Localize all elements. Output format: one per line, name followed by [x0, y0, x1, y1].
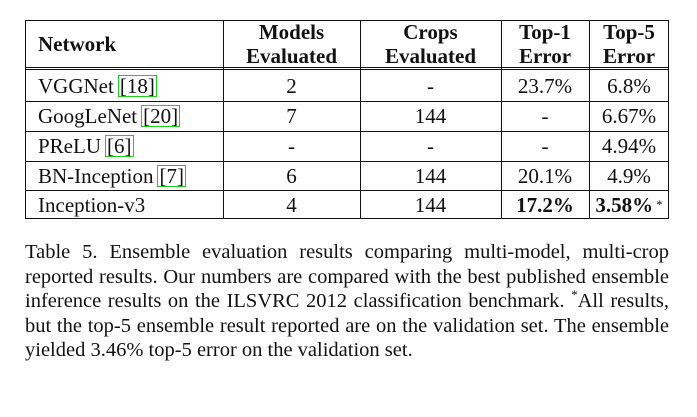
table-cell-crops: 144	[414, 192, 447, 217]
table-cell-top1: 23.7%	[517, 73, 573, 98]
citation-link[interactable]: [6]	[105, 134, 134, 158]
header-models-line2: Evaluated	[245, 44, 337, 68]
header-crops-line2: Evaluated	[384, 44, 476, 68]
table-cell-crops: 144	[414, 163, 447, 188]
column-divider	[501, 21, 502, 218]
network-name: VGGNet	[38, 73, 114, 98]
table-row-network: Inception-v3	[26, 190, 223, 220]
network-name: Inception-v3	[38, 192, 146, 217]
network-name: BN-Inception	[38, 163, 154, 188]
table-cell-crops: -	[427, 73, 434, 98]
table-cell-top5: 6.67%	[601, 103, 657, 128]
table-row-network: PReLU [6]	[26, 131, 223, 161]
table-cell-models: 6	[286, 163, 297, 188]
table-caption: Table 5. Ensemble evaluation results com…	[25, 240, 669, 363]
caption-text-part2: All results, but the top-5 ensemble resu…	[25, 290, 670, 361]
citation-link[interactable]: [20]	[141, 104, 181, 128]
row-divider	[26, 161, 668, 162]
header-top5: Top-5 Error	[589, 20, 669, 68]
table-row-network: VGGNet [18]	[26, 71, 223, 101]
column-divider	[589, 21, 590, 218]
top5-best-value: 3.58%	[595, 192, 654, 217]
column-divider	[360, 21, 361, 218]
table-cell-top5: 4.9%	[607, 163, 651, 188]
table-cell-top5: 4.94%	[601, 133, 657, 158]
results-table: Network Models Evaluated Crops Evaluated…	[25, 20, 669, 219]
table-cell-top1: 17.2%	[516, 192, 574, 217]
caption-label: Table 5.	[25, 241, 98, 263]
table-cell-top5: 6.8%	[607, 73, 651, 98]
network-name: PReLU	[38, 133, 101, 158]
header-network-label: Network	[38, 32, 117, 56]
header-top5-line1: Top-5	[603, 20, 655, 44]
table-cell-top5: 3.58% *	[595, 192, 663, 217]
table-cell-top1: -	[541, 133, 549, 158]
header-rule	[26, 67, 668, 70]
table-cell-top1: 20.1%	[517, 163, 573, 188]
header-top1-line2: Error	[518, 44, 572, 68]
table-row-network: BN-Inception [7]	[26, 161, 223, 191]
table-cell-top1: -	[541, 103, 549, 128]
header-top5-line2: Error	[602, 44, 656, 68]
table-cell-models: 2	[286, 73, 297, 98]
column-divider	[223, 21, 224, 218]
network-name: GoogLeNet	[38, 103, 138, 128]
header-crops: Crops Evaluated	[360, 20, 501, 68]
caption-footnote-star: *	[571, 287, 578, 303]
table-row-network: GoogLeNet [20]	[26, 101, 223, 131]
caption-text-part1: Ensemble evaluation results comparing mu…	[25, 241, 670, 312]
row-divider	[26, 101, 668, 102]
citation-link[interactable]: [7]	[157, 164, 186, 188]
table-cell-models: -	[288, 133, 295, 158]
row-divider	[26, 190, 668, 191]
header-models: Models Evaluated	[223, 20, 360, 68]
row-divider	[26, 131, 668, 132]
table-cell-crops: -	[427, 133, 434, 158]
header-models-line1: Models	[258, 20, 325, 44]
table-cell-models: 7	[286, 103, 297, 128]
citation-link[interactable]: [18]	[117, 74, 157, 98]
header-top1: Top-1 Error	[501, 20, 589, 68]
header-crops-line1: Crops	[403, 20, 458, 44]
table-cell-crops: 144	[414, 103, 447, 128]
header-top1-line1: Top-1	[519, 20, 571, 44]
table-cell-models: 4	[286, 192, 297, 217]
header-network: Network	[26, 21, 223, 67]
